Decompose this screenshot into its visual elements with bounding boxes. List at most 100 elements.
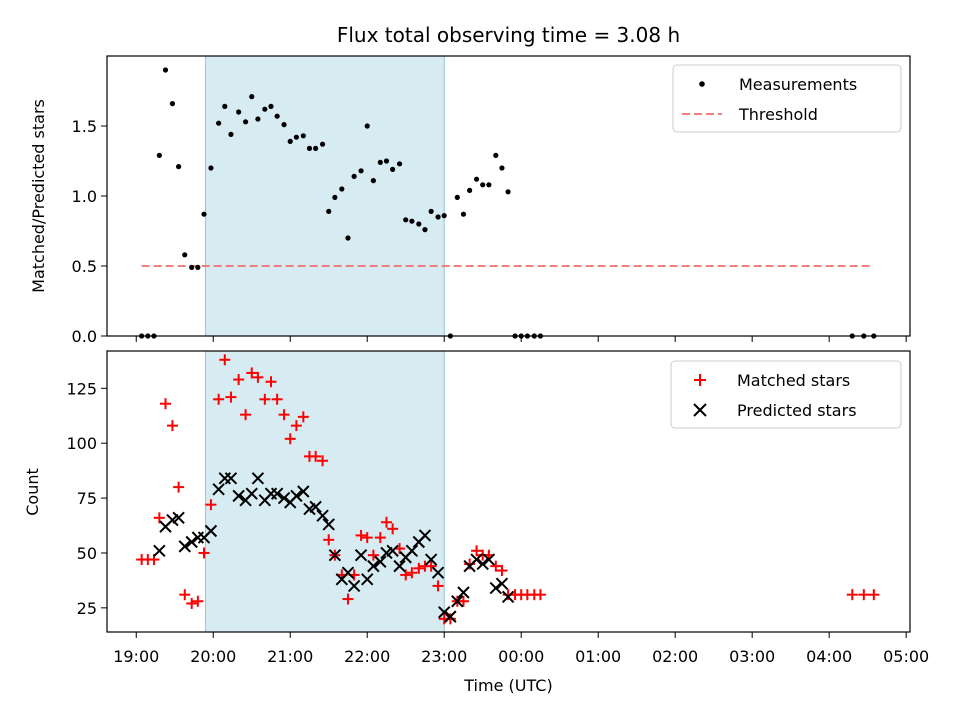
measurement-point bbox=[216, 120, 222, 126]
measurement-point bbox=[228, 131, 234, 137]
predicted-star-point bbox=[316, 509, 329, 522]
measurement-point bbox=[396, 161, 403, 167]
matched-star-point bbox=[246, 367, 258, 379]
predicted-star-point bbox=[270, 487, 284, 500]
top-y-tick-label: 0.5 bbox=[72, 257, 97, 276]
x-tick-label: 20:00 bbox=[190, 647, 236, 666]
predicted-star-point bbox=[431, 566, 445, 579]
matched-star-point bbox=[444, 613, 456, 625]
matched-star-point bbox=[367, 549, 379, 561]
x-tick-label: 00:00 bbox=[498, 647, 544, 666]
legend-predicted-label: Predicted stars bbox=[737, 401, 857, 420]
predicted-star-point bbox=[185, 535, 198, 549]
predicted-star-point bbox=[482, 553, 496, 566]
top-y-tick-label: 1.0 bbox=[72, 187, 97, 206]
predicted-star-point bbox=[224, 472, 238, 485]
matched-star-point bbox=[323, 534, 335, 546]
measurement-point bbox=[326, 208, 332, 214]
x-tick-label: 02:00 bbox=[652, 647, 698, 666]
matched-star-point bbox=[219, 354, 231, 366]
top-legend: Measurements Threshold bbox=[672, 64, 902, 133]
matched-star-point bbox=[387, 523, 399, 535]
measurement-point bbox=[416, 221, 422, 227]
x-tick-label: 22:00 bbox=[344, 647, 390, 666]
measurement-point bbox=[300, 133, 306, 139]
matched-star-point bbox=[374, 532, 386, 544]
predicted-x-b bbox=[153, 544, 166, 557]
bottom-y-tick-label: 100 bbox=[66, 434, 97, 453]
predicted-star-point bbox=[297, 485, 310, 498]
predicted-star-point bbox=[204, 524, 218, 538]
measurement-point bbox=[268, 103, 274, 109]
matched-star-point bbox=[406, 567, 418, 579]
matched-star-point bbox=[846, 589, 858, 601]
matched-star-point bbox=[432, 580, 444, 592]
measurement-point bbox=[409, 218, 415, 224]
measurement-point bbox=[287, 138, 293, 144]
measurement-point bbox=[454, 194, 460, 200]
predicted-star-point bbox=[405, 544, 419, 557]
matched-star-point bbox=[186, 597, 198, 609]
measurement-point bbox=[480, 182, 486, 188]
matched-star-point bbox=[153, 512, 165, 524]
measurement-point bbox=[473, 176, 480, 182]
top-x-axis bbox=[135, 336, 907, 342]
predicted-x-b bbox=[424, 553, 438, 566]
predicted-star-point bbox=[457, 586, 470, 599]
predicted-star-point bbox=[172, 511, 185, 525]
matched-star-point bbox=[259, 393, 271, 405]
predicted-x-b bbox=[438, 606, 451, 619]
measurement-point bbox=[499, 165, 505, 171]
measurement-point bbox=[390, 166, 396, 172]
measurement-point bbox=[486, 182, 492, 188]
bottom-shaded-region bbox=[205, 350, 445, 633]
predicted-x-b bbox=[367, 559, 380, 573]
predicted-star-point bbox=[341, 566, 355, 579]
predicted-x-b bbox=[495, 577, 509, 590]
predicted-x-b bbox=[501, 590, 515, 604]
predicted-x-b bbox=[431, 566, 445, 579]
matched-star-point bbox=[355, 529, 367, 541]
matched-star-point bbox=[265, 376, 277, 388]
predicted-x-b bbox=[405, 544, 419, 557]
predicted-x-b bbox=[270, 487, 284, 500]
predicted-x-b bbox=[316, 509, 329, 522]
predicted-x-b bbox=[476, 557, 489, 571]
matched-star-point bbox=[284, 433, 296, 445]
bottom-y-tick-label: 75 bbox=[77, 489, 97, 508]
measurement-point bbox=[364, 123, 370, 129]
predicted-star-point bbox=[495, 577, 509, 590]
predicted-star-point bbox=[328, 548, 342, 562]
x-tick-label: 01:00 bbox=[575, 647, 621, 666]
predicted-x-b bbox=[374, 555, 387, 568]
matched-star-point bbox=[166, 420, 178, 432]
matched-star-point bbox=[240, 409, 252, 421]
measurement-point bbox=[281, 122, 287, 128]
bottom-y-axis-label: Count bbox=[23, 468, 42, 516]
bottom-y-tick-label: 25 bbox=[77, 599, 97, 618]
legend-matched-marker bbox=[694, 374, 706, 386]
top-axes-frame bbox=[106, 55, 911, 337]
matched-star-point bbox=[858, 589, 870, 601]
predicted-star-point bbox=[361, 573, 374, 586]
bottom-x-axis: 19:00 20:00 21:00 22:00 23:00 00:00 01:00 02:00… bbox=[113, 632, 929, 666]
predicted-x-b bbox=[361, 573, 374, 586]
measurement-point bbox=[441, 213, 447, 219]
measurement-point bbox=[236, 109, 242, 115]
x-tick-label: 19:00 bbox=[113, 647, 159, 666]
matched-star-point bbox=[317, 455, 329, 467]
legend-threshold-label: Threshold bbox=[738, 105, 818, 124]
matched-star-point bbox=[471, 545, 483, 557]
matched-star-point bbox=[457, 595, 469, 607]
top-y-axis-label: Matched/Predicted stars bbox=[29, 99, 48, 293]
predicted-x-b bbox=[277, 491, 291, 505]
matched-star-point bbox=[233, 374, 245, 386]
measurement-point bbox=[460, 211, 467, 217]
top-plot-area bbox=[139, 67, 877, 339]
predicted-x-b bbox=[297, 485, 310, 498]
measurement-point bbox=[319, 141, 326, 147]
predicted-star-point bbox=[322, 518, 335, 531]
measurement-point bbox=[262, 106, 268, 112]
measurement-point bbox=[222, 103, 228, 109]
